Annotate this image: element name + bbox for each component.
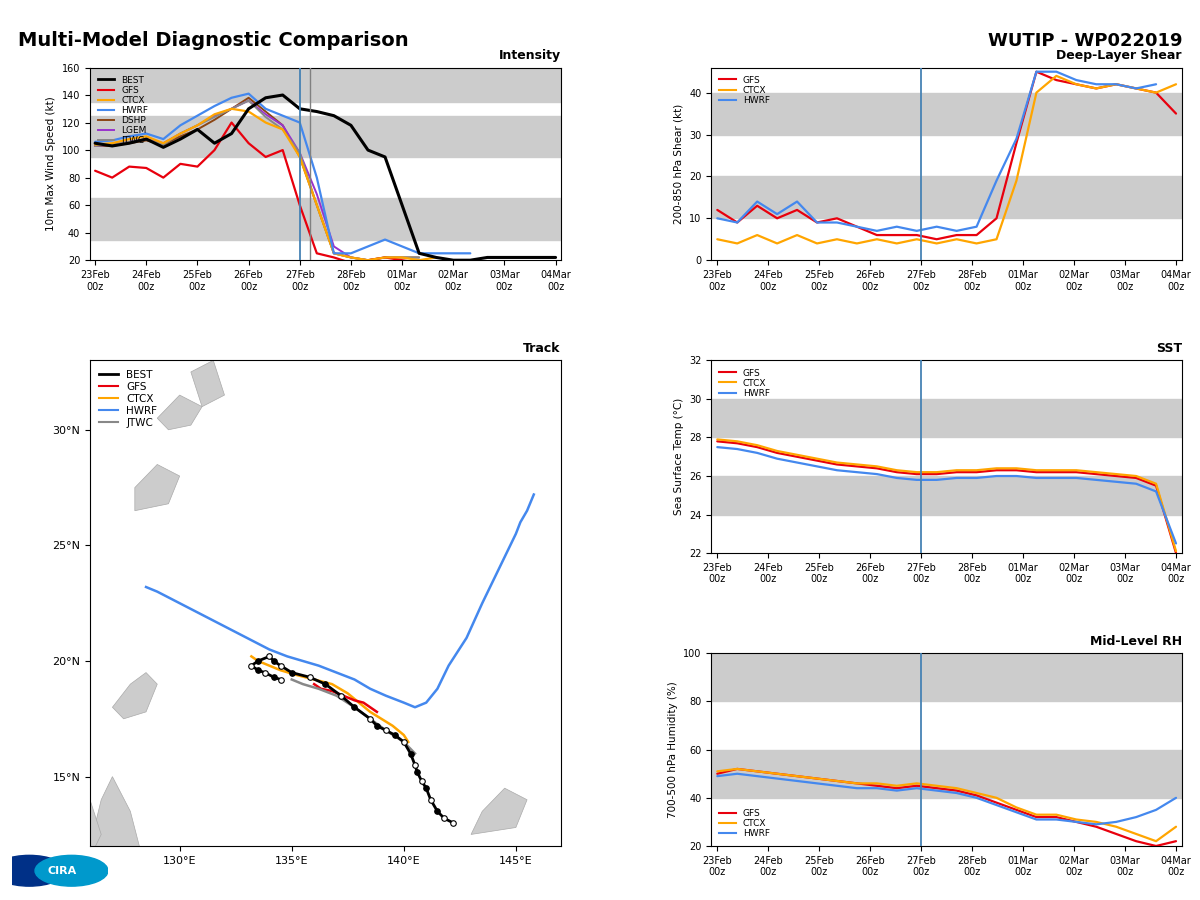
Text: Mid-Level RH: Mid-Level RH — [1090, 635, 1182, 648]
Text: Deep-Layer Shear: Deep-Layer Shear — [1056, 50, 1182, 62]
Bar — [712, 653, 1182, 701]
Bar — [90, 68, 560, 102]
Bar — [712, 399, 1182, 437]
Y-axis label: 10m Max Wind Speed (kt): 10m Max Wind Speed (kt) — [47, 96, 56, 231]
Bar — [712, 176, 1182, 219]
Bar — [712, 476, 1182, 515]
Legend: BEST, GFS, CTCX, HWRF, DSHP, LGEM, JTWC: BEST, GFS, CTCX, HWRF, DSHP, LGEM, JTWC — [95, 72, 152, 148]
Legend: GFS, CTCX, HWRF: GFS, CTCX, HWRF — [716, 364, 774, 401]
Legend: GFS, CTCX, HWRF: GFS, CTCX, HWRF — [716, 806, 774, 842]
Bar — [712, 750, 1182, 797]
Circle shape — [35, 855, 108, 886]
Bar — [712, 93, 1182, 134]
Legend: BEST, GFS, CTCX, HWRF, JTWC: BEST, GFS, CTCX, HWRF, JTWC — [95, 365, 162, 432]
Circle shape — [0, 855, 66, 886]
Text: Track: Track — [523, 342, 560, 356]
Y-axis label: 200-850 hPa Shear (kt): 200-850 hPa Shear (kt) — [673, 104, 684, 224]
Text: WUTIP - WP022019: WUTIP - WP022019 — [988, 32, 1182, 50]
Polygon shape — [157, 395, 202, 430]
Text: CIRA: CIRA — [47, 866, 77, 876]
Text: SST: SST — [1156, 342, 1182, 356]
Polygon shape — [472, 788, 527, 834]
Polygon shape — [90, 777, 146, 900]
Bar — [90, 116, 560, 157]
Y-axis label: Sea Surface Temp (°C): Sea Surface Temp (°C) — [673, 398, 684, 516]
Bar — [90, 198, 560, 239]
Text: Intensity: Intensity — [498, 50, 560, 62]
Polygon shape — [191, 360, 224, 407]
Y-axis label: 700-500 hPa Humidity (%): 700-500 hPa Humidity (%) — [667, 681, 678, 818]
Legend: GFS, CTCX, HWRF: GFS, CTCX, HWRF — [716, 72, 774, 108]
Polygon shape — [49, 800, 101, 892]
Text: Multi-Model Diagnostic Comparison: Multi-Model Diagnostic Comparison — [18, 32, 409, 50]
Polygon shape — [113, 672, 157, 719]
Polygon shape — [134, 464, 180, 510]
